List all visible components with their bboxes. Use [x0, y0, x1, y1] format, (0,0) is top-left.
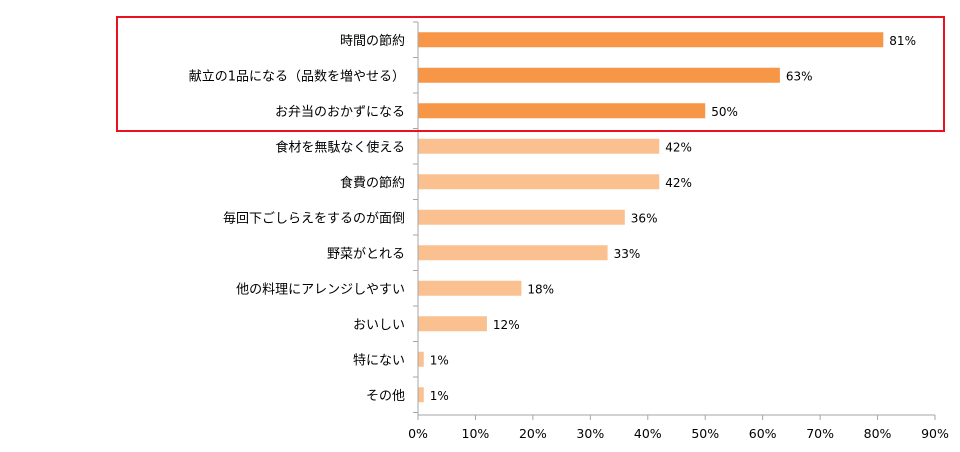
data-label: 63% — [786, 69, 813, 83]
category-label: 献立の1品になる（品数を増やせる） — [189, 69, 405, 84]
bar — [418, 316, 487, 332]
category-label: その他 — [366, 389, 405, 404]
bar — [418, 67, 780, 83]
x-tick-label: 80% — [864, 426, 892, 441]
bar — [418, 174, 660, 190]
category-label: 食材を無駄なく使える — [275, 139, 405, 155]
bars-layer — [418, 32, 884, 403]
category-label: 特にない — [353, 353, 405, 368]
x-tick-label: 0% — [408, 426, 428, 441]
data-label: 42% — [665, 176, 692, 190]
x-tick-label: 90% — [921, 426, 949, 441]
x-tick-label: 60% — [749, 426, 777, 441]
x-tick-label: 70% — [806, 426, 834, 441]
category-label: 毎回下ごしらえをするのが面倒 — [223, 210, 405, 226]
category-label: 他の料理にアレンジしやすい — [236, 282, 405, 297]
x-tick-label: 20% — [519, 426, 547, 441]
bar — [418, 32, 884, 48]
highlight-box — [116, 16, 945, 132]
data-label: 18% — [527, 282, 554, 296]
data-label: 33% — [614, 247, 641, 261]
labels-layer: 時間の節約 81% 献立の1品になる（品数を増やせる） 63% お弁当のおかずになる 50… — [189, 34, 949, 441]
x-tick-label: 10% — [462, 426, 490, 441]
data-label: 1% — [430, 353, 449, 367]
data-label: 50% — [711, 105, 738, 119]
data-label: 1% — [430, 389, 449, 403]
bar — [418, 138, 660, 154]
bar — [418, 245, 608, 261]
data-label: 81% — [889, 34, 916, 48]
category-label: 時間の節約 — [340, 34, 405, 49]
category-label: 野菜がとれる — [327, 247, 405, 262]
category-label: お弁当のおかずになる — [275, 105, 405, 120]
axis-layer — [413, 21, 936, 420]
category-label: おいしい — [353, 318, 405, 333]
bar — [418, 209, 625, 225]
bar — [418, 351, 424, 367]
data-label: 12% — [493, 318, 520, 332]
x-tick-label: 50% — [691, 426, 719, 441]
data-label: 36% — [631, 211, 658, 225]
x-tick-label: 30% — [576, 426, 604, 441]
category-label: 食費の節約 — [340, 175, 405, 191]
bar — [418, 280, 522, 296]
data-label: 42% — [665, 140, 692, 154]
bar — [418, 103, 706, 119]
x-tick-label: 40% — [634, 426, 662, 441]
bar — [418, 387, 424, 403]
